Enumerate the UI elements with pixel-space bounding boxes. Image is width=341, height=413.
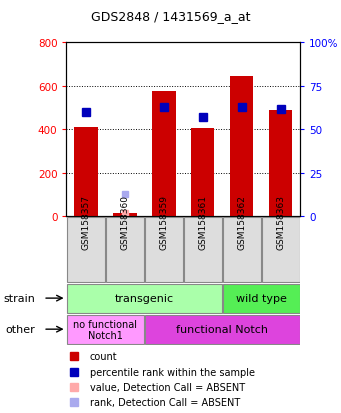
- Text: GSM158362: GSM158362: [237, 195, 246, 250]
- Bar: [152, 92, 176, 217]
- Text: GSM158361: GSM158361: [198, 195, 207, 250]
- Text: value, Detection Call = ABSENT: value, Detection Call = ABSENT: [90, 382, 245, 392]
- Bar: [223, 284, 300, 313]
- Bar: [223, 218, 261, 282]
- Bar: [106, 218, 144, 282]
- Bar: [191, 129, 214, 217]
- Text: GSM158360: GSM158360: [120, 195, 129, 250]
- Bar: [67, 315, 144, 344]
- Text: percentile rank within the sample: percentile rank within the sample: [90, 367, 255, 377]
- Text: no functional
Notch1: no functional Notch1: [73, 319, 137, 340]
- Text: GSM158357: GSM158357: [81, 195, 90, 250]
- Text: rank, Detection Call = ABSENT: rank, Detection Call = ABSENT: [90, 397, 240, 408]
- Bar: [67, 218, 105, 282]
- Text: wild type: wild type: [236, 293, 286, 304]
- Text: strain: strain: [3, 293, 35, 304]
- Text: count: count: [90, 351, 118, 361]
- Text: transgenic: transgenic: [115, 293, 174, 304]
- Bar: [230, 77, 253, 217]
- Bar: [145, 218, 183, 282]
- Text: other: other: [5, 324, 35, 335]
- Text: GSM158359: GSM158359: [159, 195, 168, 250]
- Bar: [67, 284, 222, 313]
- Text: GSM158363: GSM158363: [276, 195, 285, 250]
- Bar: [113, 214, 136, 217]
- Bar: [145, 315, 300, 344]
- Bar: [269, 111, 292, 217]
- Bar: [262, 218, 300, 282]
- Bar: [74, 128, 98, 217]
- Text: functional Notch: functional Notch: [176, 324, 268, 335]
- Bar: [184, 218, 222, 282]
- Text: GDS2848 / 1431569_a_at: GDS2848 / 1431569_a_at: [91, 10, 250, 23]
